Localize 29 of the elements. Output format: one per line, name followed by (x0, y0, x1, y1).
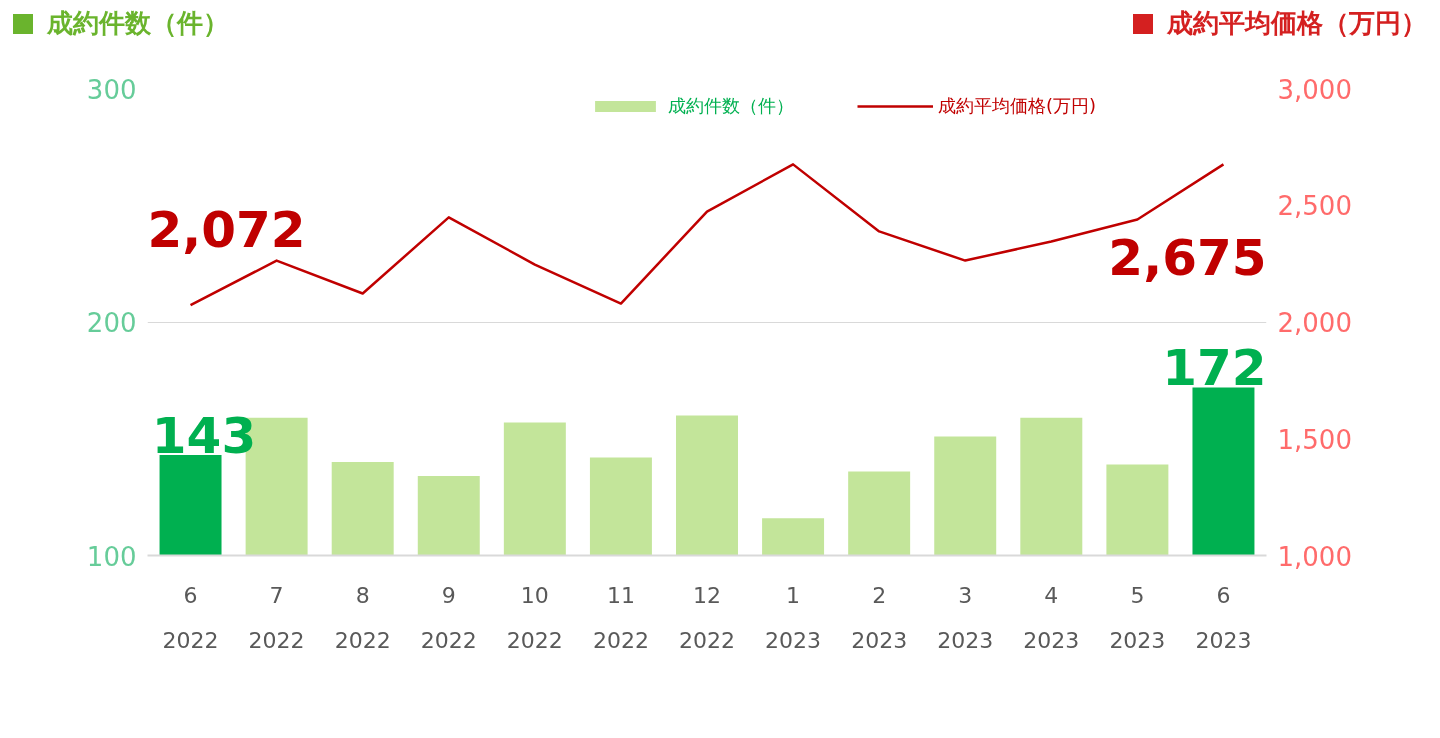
y2-tick-label: 3,000 (1277, 74, 1352, 105)
data-label: 2,675 (1108, 229, 1267, 288)
y2-tick-label: 2,000 (1277, 308, 1352, 338)
legend-label: 成約平均価格(万円) (938, 94, 1097, 118)
category-label: 6 2023 (1195, 582, 1252, 653)
y-tick-label: 200 (86, 308, 137, 338)
category-label: 12 2022 (679, 582, 736, 653)
category-label: 11 2022 (592, 582, 649, 653)
category-label: 2 2023 (851, 582, 908, 653)
y2-tick-label: 1,500 (1277, 424, 1352, 455)
category-label: 10 2022 (506, 582, 563, 653)
category-label: 4 2023 (1023, 582, 1080, 653)
category-label: 8 2022 (334, 582, 391, 653)
category-label: 3 2023 (937, 582, 994, 653)
data-label: 2,072 (147, 201, 306, 260)
category-label: 9 2022 (420, 582, 477, 653)
category-label: 5 2023 (1109, 582, 1166, 653)
data-label: 172 (1162, 339, 1267, 398)
y2-axis-title: 成約平均価格（万円） (1166, 7, 1427, 40)
data-label: 143 (151, 407, 257, 466)
y2-tick-label: 1,000 (1277, 541, 1352, 572)
category-label: 7 2022 (248, 582, 305, 653)
y-axis-title: 成約件数（件） (46, 7, 229, 40)
y2-tick-label: 2,500 (1277, 191, 1352, 222)
y-tick-label: 300 (86, 74, 137, 105)
category-label: 1 2023 (765, 582, 822, 653)
y-tick-label: 100 (86, 541, 137, 572)
legend-label: 成約件数（件） (668, 94, 794, 118)
category-label: 6 2022 (162, 582, 219, 653)
